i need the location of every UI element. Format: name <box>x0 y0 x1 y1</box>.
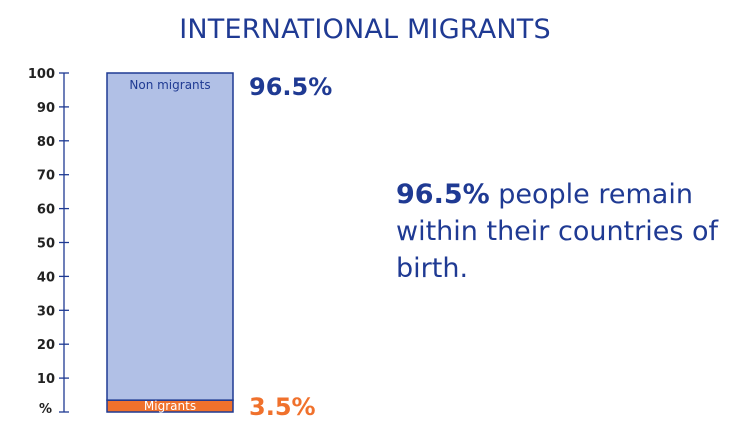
value-label-non-migrants: 96.5% <box>249 73 332 101</box>
y-tick-label: 100 <box>28 67 55 82</box>
y-tick-label: 90 <box>37 101 55 116</box>
y-tick-label: 40 <box>37 270 55 285</box>
bar-stack <box>106 72 234 413</box>
value-labels: Migrants 3.5% Non migrants 96.5% <box>129 73 332 421</box>
bar-segment-non-migrants <box>106 72 234 401</box>
segment-label-migrants: Migrants <box>144 399 196 413</box>
y-axis-unit-label: % <box>39 402 52 417</box>
y-tick-label: 60 <box>37 203 55 218</box>
y-tick-label: 20 <box>37 338 55 353</box>
segment-label-non-migrants: Non migrants <box>129 78 210 92</box>
y-axis: 10 20 30 40 50 60 70 80 90 100% <box>28 67 69 417</box>
chart-title: INTERNATIONAL MIGRANTS <box>179 14 551 45</box>
annotation-text: 96.5% people remain within their countri… <box>396 176 726 287</box>
annotation-body: people remain within their countries of … <box>396 179 719 284</box>
value-label-migrants: 3.5% <box>249 393 316 421</box>
y-tick-label: 30 <box>37 304 55 319</box>
y-tick-label: 10 <box>37 372 55 387</box>
y-tick-label: 50 <box>37 237 55 252</box>
y-tick-label: 80 <box>37 135 55 150</box>
y-tick-label: 70 <box>37 169 55 184</box>
annotation-highlight: 96.5% <box>396 179 490 210</box>
